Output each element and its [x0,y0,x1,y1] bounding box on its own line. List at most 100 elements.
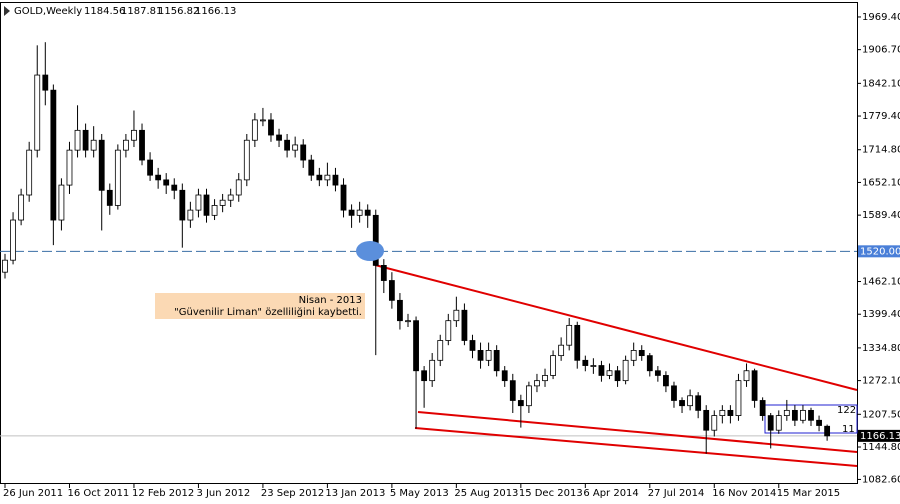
y-tick-label: 1906.70 [862,45,900,56]
y-tick-label: 1969.40 [862,12,900,23]
candle-body [800,409,806,421]
y-tick-label: 1082.60 [862,474,900,485]
candle-body [437,340,444,361]
candle-body [582,359,589,366]
price-label: 1166.13 [860,431,900,442]
candle-body [614,370,621,382]
trendline [414,427,858,467]
y-tick-label: 1842.10 [862,78,900,89]
candle-body [534,380,540,387]
candle-body [695,395,702,411]
candle-body [517,400,524,407]
y-tick-label: 1462.10 [862,277,900,288]
header-close: 1166.13 [195,6,236,17]
candle-body [735,380,742,416]
candle-body [421,370,428,382]
level-label-box [858,245,900,258]
candle-body [123,139,129,151]
price-label-box [858,429,900,442]
candle-body [155,174,162,181]
candle-body [10,219,16,261]
annotation-box [155,293,365,319]
candle-body [550,355,556,376]
plot-frame [0,2,858,484]
candle-body [139,129,145,161]
candle-body [405,320,411,323]
candle-body [501,370,508,382]
header-open: 1184.56 [84,6,125,17]
x-tick-label: 15 Mar 2015 [777,488,840,499]
candle-body [324,174,331,181]
y-tick-label: 1207.50 [862,409,900,420]
candle-body [461,309,468,341]
candle-body [509,380,516,401]
candle-body [211,205,218,216]
candle-body [98,139,105,191]
candle-body [526,385,532,407]
range-label: 11 [842,424,855,435]
candle-body [90,139,97,151]
candle-body [292,144,299,151]
candle-body [711,415,718,431]
symbol: GOLD,Weekly [14,6,82,17]
candle-body [808,409,814,421]
candle-body [106,189,113,206]
candle-body [824,425,831,437]
candle-body [388,280,395,301]
candle-body [18,194,25,221]
y-tick-label: 1652.10 [862,177,900,188]
candle-body [493,350,500,372]
candle-body [227,194,234,201]
candle-body [268,119,274,136]
x-tick-label: 3 Jun 2012 [196,488,250,499]
range-label: 122 [837,405,856,416]
candle-body [74,129,81,151]
candle-body [50,89,57,221]
candle-body [558,344,565,357]
candle-body [251,119,258,141]
candle-body [775,415,782,431]
candle-body [727,409,734,416]
candle-body [34,74,41,151]
candle-body [300,144,307,161]
candle-body [703,409,710,431]
candle-body [243,139,250,181]
candle-body [276,134,282,141]
candle-body [163,179,170,186]
candle-body [598,365,605,376]
x-tick-label: 25 Aug 2013 [454,488,518,499]
trendline [417,411,858,453]
candle-body [654,370,661,376]
candle-body [187,209,194,221]
x-tick-label: 27 Jul 2014 [648,488,705,499]
candle-body [397,299,403,322]
x-tick-label: 13 Jan 2013 [325,488,385,499]
candle-body [477,350,484,361]
candle-body [42,74,49,91]
x-tick-label: 23 Sep 2012 [261,488,324,499]
candle-body [58,184,65,221]
candle-body [816,419,822,426]
candle-body [663,375,669,387]
candle-body [131,129,137,141]
x-tick-label: 15 Dec 2013 [519,488,583,499]
candle-body [26,149,33,196]
candle-body [356,209,363,216]
candle-body [364,209,371,216]
candle-body [671,385,677,401]
candle-body [308,159,315,176]
candle-body [759,400,766,416]
candle-body [372,214,379,266]
candle-body [316,174,323,181]
x-tick-label: 12 Feb 2012 [132,488,194,499]
candle-body [453,309,460,322]
candle-body [195,194,202,211]
candle-body [566,324,573,346]
x-tick-label: 6 Apr 2014 [583,488,638,499]
candle-body [622,359,629,382]
candle-body [679,400,685,407]
candle-body [203,194,210,216]
header: GOLD,Weekly 1184.56 1187.81 1156.82 1166… [4,6,236,17]
candle-body [542,375,548,382]
